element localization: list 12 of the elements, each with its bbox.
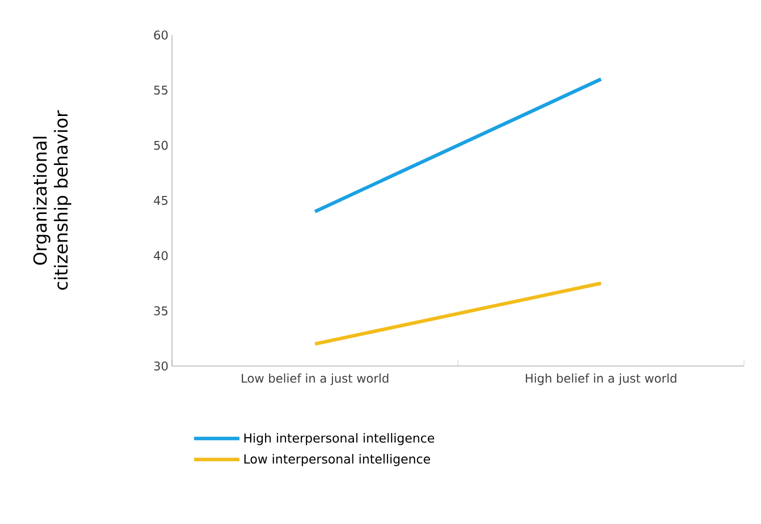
legend-label: Low interpersonal intelligence <box>244 454 430 466</box>
y-tick-label: 55 <box>154 86 168 95</box>
x-tick-label: Low belief in a just world <box>242 374 388 386</box>
y-axis-title: Organizational citizenship behavior <box>32 110 72 290</box>
y-tick-label: 45 <box>154 196 168 205</box>
legend-label: High interpersonal intelligence <box>244 433 434 446</box>
y-tick-label: 50 <box>154 140 168 150</box>
y-tick-label: 40 <box>154 251 168 260</box>
y-tick-label: 60 <box>154 30 168 40</box>
y-tick-label: 30 <box>154 361 168 371</box>
y-tick-label: 35 <box>154 306 168 316</box>
x-tick-label: High belief in a just world <box>526 374 676 386</box>
